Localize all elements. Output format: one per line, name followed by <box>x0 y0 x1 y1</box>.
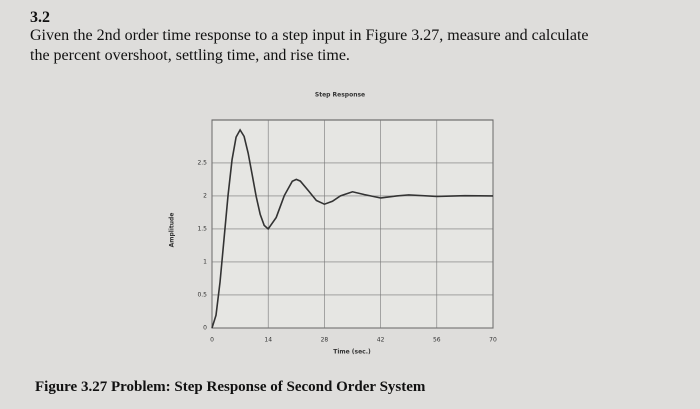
y-tick-label: 0 <box>203 325 207 332</box>
x-tick-label: 14 <box>264 337 272 344</box>
figure-caption: Figure 3.27 Problem: Step Response of Se… <box>35 379 426 395</box>
x-tick-label: 70 <box>489 337 497 344</box>
chart-title: Step Response <box>315 92 365 99</box>
x-axis-label: Time (sec.) <box>333 349 371 356</box>
y-axis-label: Amplitude <box>169 213 176 248</box>
problem-text: Given the 2nd order time response to a s… <box>30 27 589 44</box>
plot-area <box>211 119 494 329</box>
response-line <box>211 128 494 329</box>
y-tick-label: 0.5 <box>197 291 207 298</box>
problem-text: the percent overshoot, settling time, an… <box>30 47 350 64</box>
x-tick-label: 28 <box>321 337 329 344</box>
problem-number: 3.2 <box>30 9 50 26</box>
y-tick-label: 2.5 <box>197 159 207 166</box>
y-tick-label: 1.5 <box>197 225 207 232</box>
y-tick-label: 1 <box>203 258 207 265</box>
x-tick-label: 0 <box>210 337 214 344</box>
x-tick-label: 56 <box>433 337 441 344</box>
y-tick-label: 2 <box>203 192 207 199</box>
x-tick-label: 42 <box>377 337 385 344</box>
